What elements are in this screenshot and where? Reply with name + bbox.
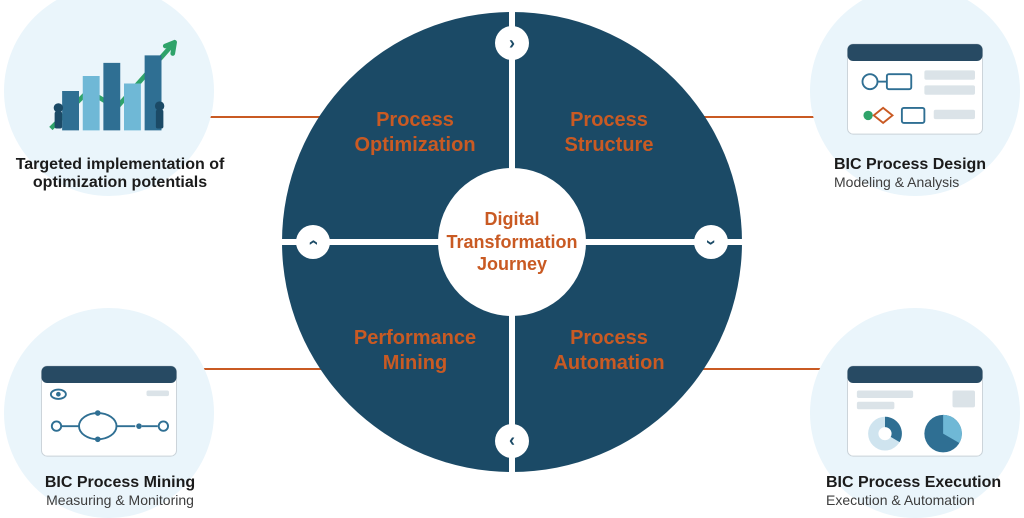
arrow-glyph: › <box>701 239 722 245</box>
caption-title: Targeted implementation of optimization … <box>0 156 240 192</box>
connector-top-left <box>196 116 326 118</box>
connector-bottom-right <box>700 368 830 370</box>
process-mining-window-icon <box>29 343 189 483</box>
chevron-up-icon: › <box>296 225 330 259</box>
arrow-glyph: › <box>509 33 515 54</box>
caption-title: BIC Process Execution <box>826 474 1024 492</box>
quadrant-top-right: Process Structure <box>524 108 694 158</box>
chevron-left-icon: › <box>495 424 529 458</box>
arrow-glyph: › <box>509 431 515 452</box>
connector-bottom-left <box>196 368 326 370</box>
caption-top-left: Targeted implementation of optimization … <box>0 156 240 192</box>
quadrant-top-left: Process Optimization <box>330 108 500 158</box>
transformation-wheel: Process Optimization Process Structure P… <box>282 12 742 472</box>
arrow-glyph: › <box>303 239 324 245</box>
caption-bottom-right: BIC Process Execution Execution & Automa… <box>790 474 1024 508</box>
chevron-down-icon: › <box>694 225 728 259</box>
hub: Digital Transformation Journey <box>438 168 586 316</box>
connector-top-right <box>700 116 830 118</box>
caption-title: BIC Process Design <box>834 156 1024 174</box>
bar-chart-growth-icon <box>29 21 189 161</box>
hub-line: Transformation <box>446 232 577 252</box>
caption-subtitle: Modeling & Analysis <box>834 174 1024 190</box>
process-design-window-icon <box>835 21 995 161</box>
caption-top-right: BIC Process Design Modeling & Analysis <box>790 156 1024 190</box>
process-execution-window-icon <box>835 343 995 483</box>
hub-line: Journey <box>477 254 547 274</box>
diagram-stage: Targeted implementation of optimization … <box>0 0 1024 504</box>
chevron-right-icon: › <box>495 26 529 60</box>
caption-subtitle: Execution & Automation <box>826 492 1024 508</box>
hub-line: Digital <box>484 209 539 229</box>
caption-subtitle: Measuring & Monitoring <box>0 492 240 508</box>
hub-title: Digital Transformation Journey <box>446 208 577 276</box>
quadrant-bottom-right: Process Automation <box>524 326 694 376</box>
caption-title: BIC Process Mining <box>0 474 240 492</box>
quadrant-bottom-left: Performance Mining <box>330 326 500 376</box>
caption-bottom-left: BIC Process Mining Measuring & Monitorin… <box>0 474 240 508</box>
